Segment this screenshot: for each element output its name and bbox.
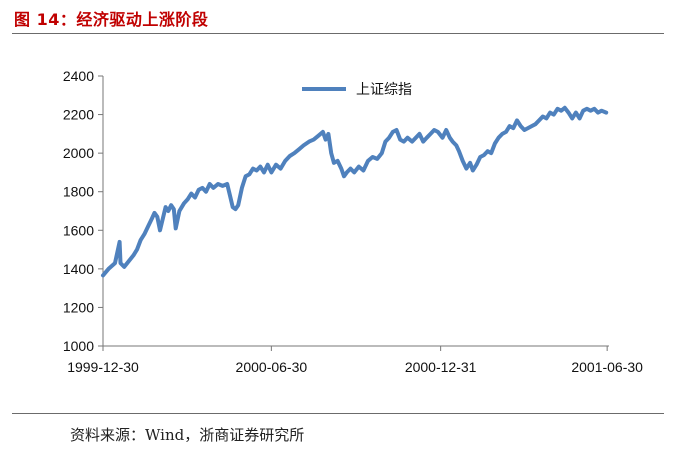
x-tick-label: 2000-12-31 <box>405 359 477 375</box>
y-tick-label: 1600 <box>63 222 94 238</box>
title-divider <box>12 33 664 34</box>
y-tick-label: 1000 <box>63 338 94 354</box>
line-chart: 1000 1200 1400 1600 1800 2000 2200 2400 1999-12… <box>63 68 643 375</box>
y-tick-label: 2000 <box>63 145 94 161</box>
x-tick-label: 2001-06-30 <box>571 359 643 375</box>
figure-title: 图 14：经济驱动上涨阶段 <box>14 10 209 29</box>
y-tick-label: 1800 <box>63 184 94 200</box>
y-axis-ticks: 1000 1200 1400 1600 1800 2000 2200 2400 <box>63 68 103 354</box>
legend-label: 上证综指 <box>356 82 412 98</box>
y-tick-label: 2400 <box>63 68 94 84</box>
series-line-shanghai-composite <box>101 105 609 278</box>
x-axis-ticks: 1999-12-30 2000-06-30 2000-12-31 2001-06-30 <box>67 346 643 375</box>
y-tick-label: 1400 <box>63 261 94 277</box>
x-tick-label: 2000-06-30 <box>236 359 308 375</box>
y-tick-label: 1200 <box>63 299 94 315</box>
source-note: 资料来源：Wind，浙商证券研究所 <box>70 426 305 444</box>
plot-area: 1000 1200 1400 1600 1800 2000 2200 2400 1999-12… <box>63 68 643 375</box>
x-tick-label: 1999-12-30 <box>67 359 139 375</box>
y-tick-label: 2200 <box>63 107 94 123</box>
legend: 上证综指 <box>302 82 412 98</box>
source-divider <box>12 413 664 414</box>
